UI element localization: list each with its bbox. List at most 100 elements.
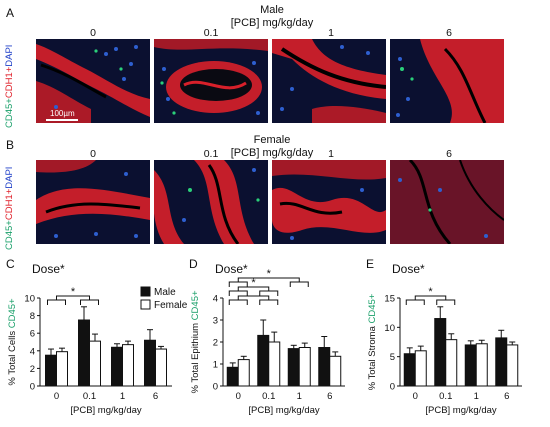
x-tick-label-c: 6 bbox=[153, 391, 158, 402]
x-tick-label-e: 6 bbox=[504, 391, 509, 402]
y-tick-label-c: 8 bbox=[30, 311, 35, 322]
dapi-label: DAPI bbox=[4, 166, 15, 189]
panel-b-dose-6: 6 bbox=[446, 148, 452, 160]
y-tick-label-c: 2 bbox=[30, 364, 35, 375]
y-tick-label-c: 6 bbox=[30, 329, 35, 340]
bar-male-c bbox=[45, 354, 57, 387]
panel-letter-a: A bbox=[6, 6, 15, 20]
x-tick-label-c: 0.1 bbox=[83, 391, 96, 402]
x-tick-label-e: 0 bbox=[413, 391, 418, 402]
bar-female-e bbox=[475, 343, 488, 387]
panel-letter-b: B bbox=[6, 138, 15, 152]
bar-male-e bbox=[403, 353, 416, 387]
bar-male-d bbox=[318, 347, 331, 387]
panel-b-dose-0: 0 bbox=[90, 148, 96, 160]
bar-male-c bbox=[78, 319, 90, 387]
panel-a-dose-1: 1 bbox=[328, 27, 334, 39]
bar-female-c bbox=[56, 351, 68, 387]
panel-letter-c: C bbox=[6, 257, 15, 271]
panel-letter-e: E bbox=[366, 257, 374, 271]
y-tick-label-e: 0 bbox=[390, 382, 395, 393]
x-tick-label-d: 1 bbox=[297, 391, 302, 402]
panel-a-dose-0-1: 0.1 bbox=[203, 27, 219, 39]
bar-female-e bbox=[445, 339, 458, 387]
bar-male-e bbox=[434, 318, 447, 387]
micrograph-female-dose-6 bbox=[390, 160, 504, 244]
bar-male-d bbox=[287, 348, 300, 387]
y-tick-label-e: 5 bbox=[390, 352, 395, 363]
bar-female-e bbox=[414, 350, 427, 387]
x-tick-label-c: 1 bbox=[120, 391, 125, 402]
panel-a-dose-0: 0 bbox=[90, 27, 96, 39]
legend-label-male: Male bbox=[154, 287, 176, 298]
bar-male-e bbox=[464, 344, 477, 387]
scale-bar bbox=[46, 119, 78, 121]
dose-annotation-d: Dose* bbox=[215, 262, 248, 276]
y-axis-label-c: % Total Cells CD45+ bbox=[7, 298, 18, 386]
micrograph-female-dose-0-1 bbox=[154, 160, 268, 244]
y-axis-label-text-c: % Total Cells bbox=[7, 328, 18, 385]
y-tick-label-e: 15 bbox=[384, 294, 395, 305]
legend-swatch-male bbox=[140, 286, 151, 297]
y-tick-label-d: 3 bbox=[213, 316, 218, 327]
micrograph-male-dose-1 bbox=[272, 39, 386, 123]
y-tick-label-c: 0 bbox=[30, 382, 35, 393]
bar-male-d bbox=[226, 366, 239, 387]
dose-annotation-e: Dose* bbox=[392, 262, 425, 276]
bar-male-e bbox=[495, 337, 508, 387]
panel-b-sex-label: Female bbox=[253, 134, 291, 146]
x-axis-label-c: [PCB] mg/kg/day bbox=[70, 405, 142, 416]
y-axis-label-text-d: % Total Epithium bbox=[190, 320, 201, 393]
cd45-label: CD45+ bbox=[4, 220, 15, 250]
y-tick-label-d: 2 bbox=[213, 338, 218, 349]
bar-female-c bbox=[155, 348, 167, 387]
significance-bracket-d bbox=[228, 295, 279, 305]
bar-male-d bbox=[257, 334, 270, 387]
y-axis-label-cd45-d: CD45+ bbox=[190, 290, 201, 320]
legend-label-female: Female bbox=[154, 300, 188, 311]
y-axis-label-e: % Total Stroma CD45+ bbox=[367, 293, 378, 390]
x-tick-label-c: 0 bbox=[54, 391, 59, 402]
y-axis-label-d: % Total Epithium CD45+ bbox=[190, 290, 201, 394]
dose-annotation-c: Dose* bbox=[32, 262, 65, 276]
bar-female-d bbox=[237, 359, 250, 387]
y-axis-label-cd45-e: CD45+ bbox=[367, 293, 378, 323]
significance-star-e: * bbox=[428, 286, 433, 298]
bar-male-c bbox=[144, 339, 156, 387]
micrograph-male-dose-6 bbox=[390, 39, 504, 123]
y-tick-label-c: 10 bbox=[24, 294, 35, 305]
panel-a-sex-label: Male bbox=[260, 4, 284, 16]
bar-female-e bbox=[506, 344, 519, 387]
bar-female-d bbox=[298, 347, 311, 387]
scale-bar-label: 100µm bbox=[50, 109, 75, 118]
y-tick-label-c: 4 bbox=[30, 346, 35, 357]
significance-bracket-e bbox=[405, 295, 456, 305]
y-tick-label-d: 0 bbox=[213, 382, 218, 393]
panel-b-dose-0-1: 0.1 bbox=[203, 148, 219, 160]
panel-a-units-label: [PCB] mg/kg/day bbox=[230, 17, 314, 29]
x-tick-label-d: 6 bbox=[327, 391, 332, 402]
bar-female-c bbox=[122, 344, 134, 387]
panel-b-units-label: [PCB] mg/kg/day bbox=[230, 147, 314, 159]
y-tick-label-d: 1 bbox=[213, 360, 218, 371]
significance-bracket-c bbox=[47, 295, 99, 305]
panel-b-stain-label: CD45+CDH1+DAPI bbox=[4, 167, 15, 250]
cd45-label: CD45+ bbox=[4, 98, 15, 128]
bar-female-d bbox=[329, 355, 342, 387]
bar-male-c bbox=[111, 346, 123, 387]
cdh1-label: CDH1+ bbox=[4, 188, 15, 221]
cdh1-label: CDH1+ bbox=[4, 66, 15, 99]
legend-swatch-female bbox=[140, 299, 151, 310]
x-axis-label-d: [PCB] mg/kg/day bbox=[248, 405, 320, 416]
bar-female-c bbox=[89, 340, 101, 387]
panel-a-stain-label: CD45+CDH1+DAPI bbox=[4, 45, 15, 128]
y-tick-label-e: 10 bbox=[384, 323, 395, 334]
dapi-label: DAPI bbox=[4, 44, 15, 67]
x-tick-label-d: 0.1 bbox=[262, 391, 275, 402]
micrograph-female-dose-1 bbox=[272, 160, 386, 244]
y-tick-label-d: 4 bbox=[213, 294, 218, 305]
bar-female-d bbox=[268, 341, 281, 387]
micrograph-male-dose-0-1 bbox=[154, 39, 268, 123]
significance-star-d: * bbox=[251, 277, 256, 289]
